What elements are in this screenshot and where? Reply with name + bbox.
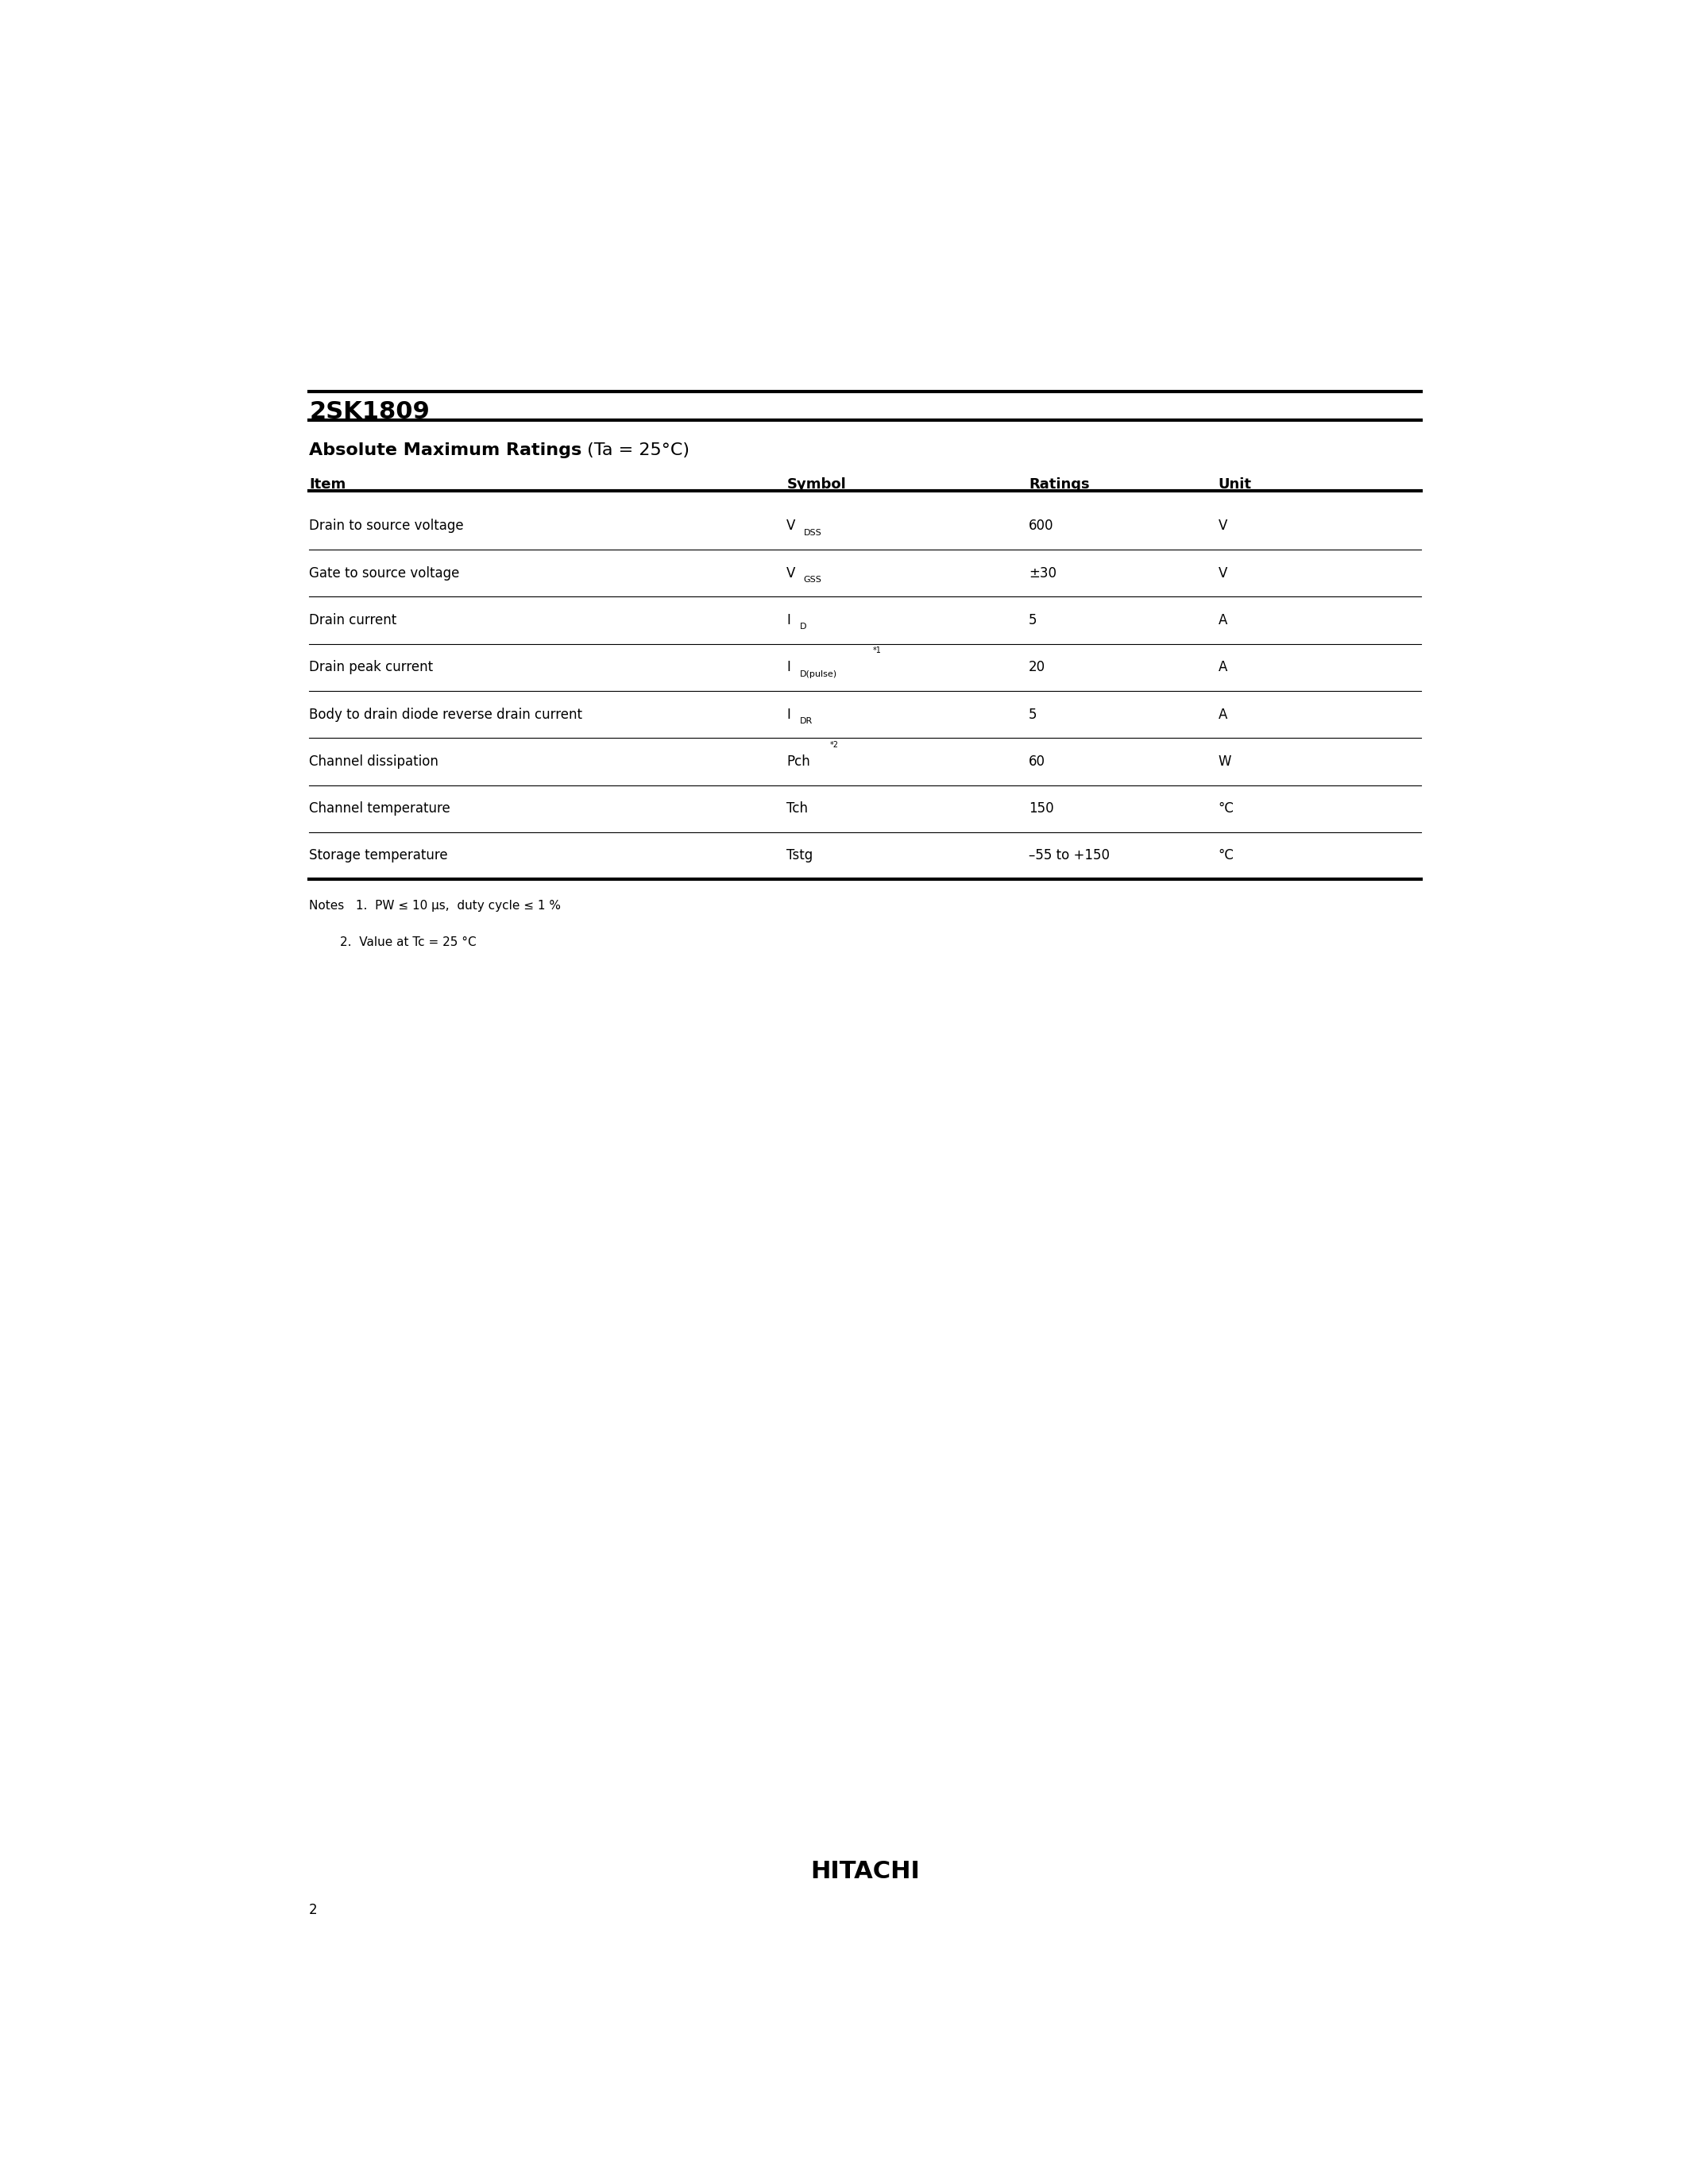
Text: GSS: GSS [803, 577, 822, 583]
Text: 20: 20 [1028, 660, 1045, 675]
Text: D: D [800, 622, 807, 631]
Text: D(pulse): D(pulse) [800, 670, 837, 677]
Text: Drain peak current: Drain peak current [309, 660, 434, 675]
Text: Channel temperature: Channel temperature [309, 802, 451, 817]
Text: DSS: DSS [803, 529, 822, 537]
Text: *1: *1 [873, 646, 881, 655]
Text: Gate to source voltage: Gate to source voltage [309, 566, 459, 581]
Text: A: A [1219, 660, 1227, 675]
Text: I: I [787, 708, 790, 721]
Text: Pch: Pch [787, 753, 810, 769]
Text: Drain current: Drain current [309, 614, 397, 627]
Text: 600: 600 [1028, 520, 1053, 533]
Text: Unit: Unit [1219, 478, 1252, 491]
Text: A: A [1219, 708, 1227, 721]
Text: Ratings: Ratings [1028, 478, 1089, 491]
Text: 2: 2 [309, 1902, 317, 1918]
Text: Drain to source voltage: Drain to source voltage [309, 520, 464, 533]
Text: Tstg: Tstg [787, 850, 814, 863]
Text: ±30: ±30 [1028, 566, 1057, 581]
Text: V: V [1219, 566, 1227, 581]
Text: Tch: Tch [787, 802, 809, 817]
Text: 5: 5 [1028, 614, 1036, 627]
Text: °C: °C [1219, 850, 1234, 863]
Text: Storage temperature: Storage temperature [309, 850, 447, 863]
Text: DR: DR [800, 716, 812, 725]
Text: HITACHI: HITACHI [810, 1861, 920, 1883]
Text: 150: 150 [1028, 802, 1053, 817]
Text: I: I [787, 614, 790, 627]
Text: 60: 60 [1028, 753, 1045, 769]
Text: Absolute Maximum Ratings: Absolute Maximum Ratings [309, 441, 582, 459]
Text: 5: 5 [1028, 708, 1036, 721]
Text: –55 to +150: –55 to +150 [1028, 850, 1109, 863]
Text: W: W [1219, 753, 1232, 769]
Text: 2SK1809: 2SK1809 [309, 400, 430, 424]
Text: A: A [1219, 614, 1227, 627]
Text: V: V [787, 520, 795, 533]
Text: V: V [1219, 520, 1227, 533]
Text: *2: *2 [830, 740, 839, 749]
Text: (Ta = 25°C): (Ta = 25°C) [582, 441, 690, 459]
Text: °C: °C [1219, 802, 1234, 817]
Text: Item: Item [309, 478, 346, 491]
Text: V: V [787, 566, 795, 581]
Text: I: I [787, 660, 790, 675]
Text: 2.  Value at Tc = 25 °C: 2. Value at Tc = 25 °C [309, 937, 476, 948]
Text: Body to drain diode reverse drain current: Body to drain diode reverse drain curren… [309, 708, 582, 721]
Text: Symbol: Symbol [787, 478, 846, 491]
Text: Channel dissipation: Channel dissipation [309, 753, 439, 769]
Text: Notes   1.  PW ≤ 10 μs,  duty cycle ≤ 1 %: Notes 1. PW ≤ 10 μs, duty cycle ≤ 1 % [309, 900, 560, 911]
